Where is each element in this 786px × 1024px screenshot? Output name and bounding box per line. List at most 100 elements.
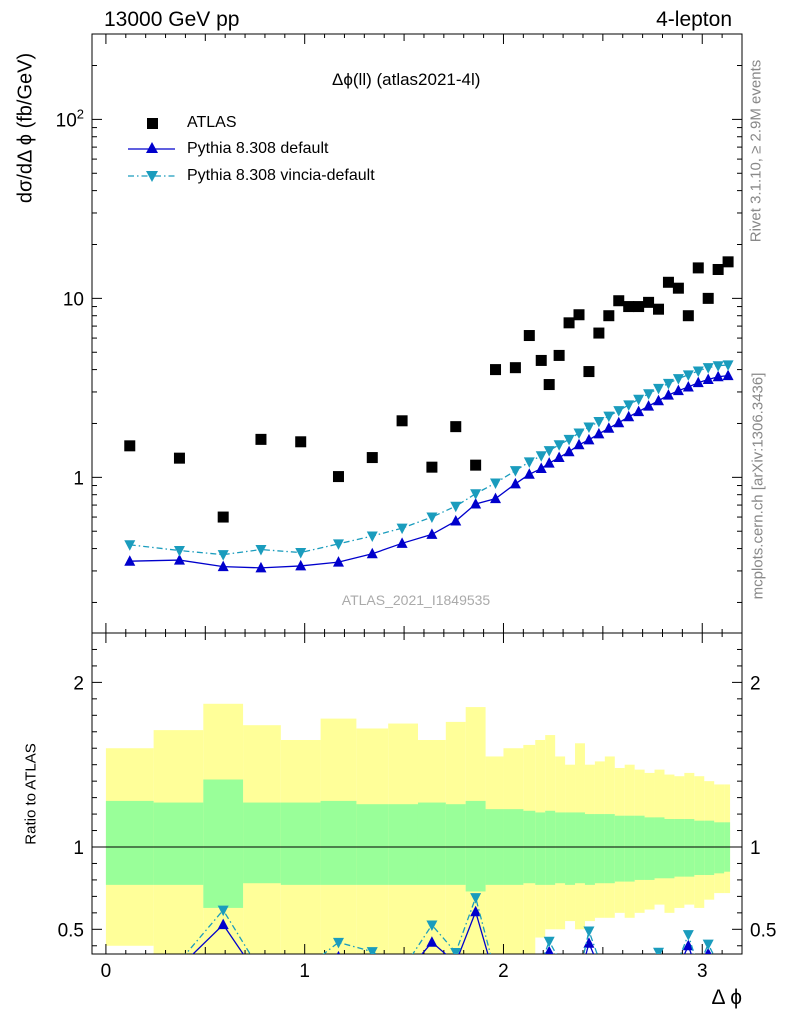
data-point — [295, 548, 307, 559]
band-bin — [243, 802, 281, 884]
ratio-point — [470, 893, 482, 904]
data-point — [396, 523, 408, 535]
y-ticks-main: 1 10 102 — [56, 33, 742, 603]
ratio-point — [653, 955, 664, 966]
ratio-frame — [91, 632, 743, 955]
data-point — [450, 501, 462, 513]
data-point — [672, 374, 684, 385]
data-point — [692, 366, 704, 377]
data-point — [662, 276, 674, 288]
data-point — [563, 317, 575, 329]
band-bin — [654, 817, 665, 879]
y-ticks-ratio: 0.5 0.5 1 1 2 2 — [58, 648, 776, 947]
band-bin — [594, 814, 605, 884]
band-bin — [664, 819, 675, 879]
data-point — [470, 459, 482, 471]
data-point — [255, 433, 267, 445]
data-point — [573, 309, 585, 321]
legend-pythia-default-label: Pythia 8.308 default — [187, 140, 329, 157]
data-point — [662, 378, 674, 390]
ratio-point — [643, 956, 654, 967]
data-point — [583, 366, 595, 378]
ratio-point — [682, 930, 694, 941]
data-point — [662, 389, 674, 400]
data-point — [490, 364, 502, 376]
ratio-band-inner — [105, 779, 731, 908]
band-bin — [704, 820, 715, 875]
ratio-point — [702, 939, 714, 951]
data-point — [682, 370, 694, 381]
plot-title: Δϕ(ll) (atlas2021-4l) — [332, 70, 481, 89]
data-point — [603, 411, 615, 423]
ratio-point — [332, 937, 344, 949]
x-tick-label: 0 — [101, 961, 112, 982]
band-bin — [280, 802, 321, 885]
data-point — [490, 478, 502, 489]
legend-atlas-label: ATLAS — [187, 114, 237, 131]
y-tick-label: 102 — [56, 106, 84, 131]
data-point — [623, 400, 635, 411]
data-point — [672, 384, 684, 396]
ratio-y-tick-label: 1 — [73, 838, 84, 859]
data-point — [603, 310, 615, 322]
data-point — [450, 515, 462, 526]
data-point — [332, 539, 344, 550]
data-point — [553, 349, 565, 361]
main-frame — [91, 33, 743, 634]
data-point — [543, 379, 555, 391]
x-tick-label: 2 — [498, 961, 509, 982]
data-point — [653, 303, 665, 315]
data-point — [712, 361, 724, 372]
data-point — [623, 301, 635, 313]
ratio-point — [682, 939, 694, 951]
data-point — [603, 422, 615, 433]
ratio-point — [544, 945, 554, 954]
ratio-point — [673, 956, 684, 967]
data-point — [396, 415, 408, 427]
band-bin — [535, 812, 546, 885]
data-point — [643, 400, 655, 411]
data-point — [613, 295, 625, 307]
data-point — [426, 512, 438, 524]
ratio-point — [633, 957, 644, 968]
data-point — [593, 427, 605, 439]
data-point — [332, 556, 344, 567]
band-bin — [614, 815, 625, 882]
data-point — [573, 438, 585, 450]
ratio-y-tick-label: 2 — [750, 673, 761, 694]
data-point — [583, 422, 595, 434]
data-point — [450, 421, 462, 433]
ratio-point — [426, 920, 438, 931]
data-point — [366, 547, 378, 559]
y-tick-label: 1 — [73, 468, 84, 489]
data-point — [523, 468, 535, 479]
data-point — [692, 376, 704, 388]
data-point — [593, 327, 605, 339]
data-point — [173, 554, 185, 565]
series-line — [129, 375, 729, 569]
data-point — [509, 477, 521, 489]
data-point — [295, 559, 307, 571]
band-bin — [153, 802, 204, 885]
ratio-point — [583, 926, 595, 937]
ratio-point — [426, 936, 438, 947]
ratio-point — [543, 936, 555, 948]
series-line — [129, 364, 729, 556]
ratio-point — [174, 957, 185, 968]
x-ticks: 0 1 2 3 — [101, 34, 723, 982]
legend-pythia-vincia-label: Pythia 8.308 vincia-default — [187, 167, 375, 184]
data-point — [633, 301, 645, 313]
data-point — [523, 330, 535, 342]
ratio-y-tick-label: 2 — [73, 673, 84, 694]
ratio-point — [704, 947, 712, 954]
data-point — [535, 462, 547, 474]
data-point — [490, 492, 502, 504]
band-bin — [545, 810, 556, 885]
band-bin — [584, 814, 595, 885]
band-bin — [714, 822, 725, 874]
data-point — [722, 369, 734, 381]
data-point — [543, 457, 555, 468]
data-point — [173, 546, 185, 557]
data-point — [217, 560, 229, 572]
